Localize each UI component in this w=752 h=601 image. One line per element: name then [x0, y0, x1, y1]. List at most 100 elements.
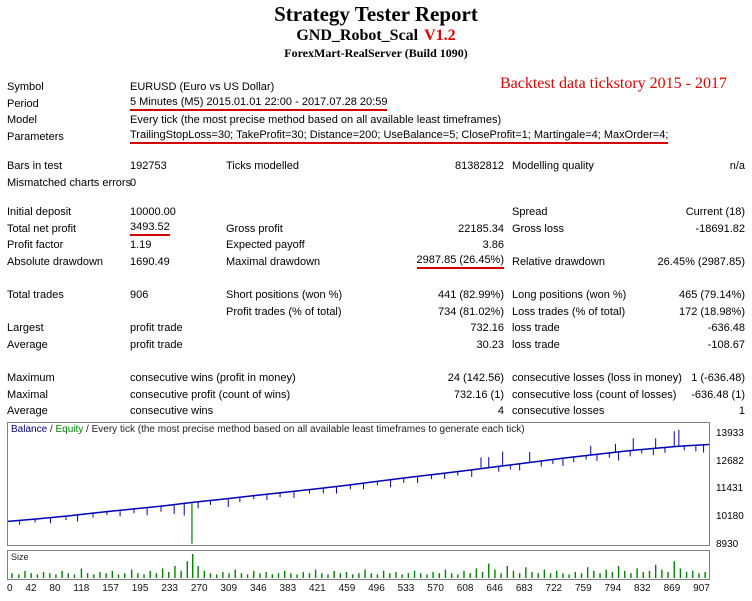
stat-label: profit trade — [130, 338, 183, 351]
net-profit-underlined: 3493.52 — [130, 221, 170, 237]
x-axis-label: 195 — [131, 582, 149, 594]
x-axis-label: 118 — [73, 582, 90, 594]
stat-row-profit-trades: Profit trades (% of total) 734 (81.02%) … — [7, 304, 745, 321]
stat-value: 3.86 — [482, 239, 504, 252]
stat-value: n/a — [729, 160, 745, 173]
stat-value: 172 (18.98%) — [678, 305, 745, 318]
stat-label: Gross profit — [226, 222, 283, 235]
x-axis-label: 80 — [49, 582, 61, 594]
stat-label: consecutive wins — [130, 405, 214, 418]
x-axis-label: 309 — [220, 582, 238, 594]
stat-value: 22185.34 — [458, 222, 504, 235]
stat-row-average-consecutive: Average consecutive wins 4 consecutive l… — [7, 403, 745, 420]
balance-equity-chart — [8, 429, 709, 544]
stat-label: Maximum — [7, 372, 55, 385]
ea-title-line: GND_Robot_Scal V1.2 — [0, 26, 752, 46]
stat-label: consecutive losses (loss in money) — [512, 372, 682, 385]
stat-label: consecutive wins (profit in money) — [130, 372, 296, 385]
stat-row-period: Period 5 Minutes (M5) 2015.01.01 22:00 -… — [7, 96, 745, 113]
x-axis-label: 869 — [663, 582, 681, 594]
x-axis-label: 683 — [515, 582, 533, 594]
stat-label: Period — [7, 97, 39, 110]
stat-value: 1 — [738, 405, 745, 418]
stat-label: consecutive losses — [512, 405, 605, 418]
stat-value: 10000.00 — [130, 206, 176, 219]
ea-name: GND_Robot_Scal — [296, 27, 419, 44]
stat-label: Symbol — [7, 81, 44, 94]
stat-label: Loss trades (% of total) — [512, 305, 626, 318]
size-chart-title: Size — [11, 551, 29, 562]
stat-value: 3493.52 — [130, 221, 226, 237]
legend-model-text: / Every tick (the most precise method ba… — [83, 423, 525, 435]
x-axis-label: 383 — [279, 582, 297, 594]
stat-value: 24 (142.56) — [447, 372, 504, 385]
stat-value: 81382812 — [455, 160, 504, 173]
x-axis-label: 0 — [7, 582, 13, 594]
page-title: Strategy Tester Report — [274, 2, 478, 26]
stat-value: 441 (82.99%) — [437, 289, 504, 302]
x-axis-label: 832 — [634, 582, 651, 594]
stat-label: Parameters — [7, 130, 64, 143]
stat-value: 732.16 (1) — [453, 388, 504, 401]
ea-version: V1.2 — [424, 27, 456, 44]
stat-row-profit-factor: Profit factor 1.19 Expected payoff 3.86 — [7, 237, 745, 254]
stat-label: Profit factor — [7, 239, 64, 252]
stat-label: profit trade — [130, 322, 183, 335]
stat-label: consecutive profit (count of wins) — [130, 388, 291, 401]
maximal-drawdown-underlined: 2987.85 (26.45%) — [416, 254, 504, 270]
stat-value: 732.16 — [470, 322, 504, 335]
stat-value: -108.67 — [707, 338, 745, 351]
x-axis-label: 42 — [25, 582, 37, 594]
stat-label: Gross loss — [512, 222, 564, 235]
stat-row-mismatched: Mismatched charts errors 0 — [7, 175, 745, 192]
stat-label: Profit trades (% of total) — [226, 305, 342, 318]
x-axis-label: 346 — [249, 582, 267, 594]
stat-value: 0 — [130, 176, 137, 189]
stat-row-model: Model Every tick (the most precise metho… — [7, 112, 745, 129]
x-axis-label: 533 — [397, 582, 415, 594]
x-axis-label: 496 — [368, 582, 385, 594]
stat-row-symbol: Symbol EURUSD (Euro vs US Dollar) — [7, 79, 745, 96]
stat-value: 734 (81.02%) — [437, 305, 504, 318]
stat-label: Spread — [512, 206, 548, 219]
stats-table: Symbol EURUSD (Euro vs US Dollar) Period… — [7, 79, 745, 420]
stat-label: Initial deposit — [7, 206, 72, 219]
stat-value: -636.48 (1) — [691, 388, 745, 401]
spacer — [7, 145, 745, 158]
stat-value: -636.48 — [707, 322, 745, 335]
stat-label: Absolute drawdown — [7, 255, 104, 268]
x-axis-label: 570 — [427, 582, 444, 594]
stat-label: Average — [7, 338, 48, 351]
x-axis-label: 759 — [574, 582, 592, 594]
stat-label: loss trade — [512, 322, 560, 335]
y-axis-label: 10180 — [716, 510, 744, 522]
stat-label: Mismatched charts errors — [7, 176, 132, 189]
balance-y-axis: 13933 12682 11431 10180 8930 — [716, 422, 752, 549]
stat-value: 906 — [130, 289, 149, 302]
y-axis-label: 13933 — [716, 428, 744, 440]
spacer — [7, 191, 745, 204]
spacer — [7, 270, 745, 287]
stat-label: Relative drawdown — [512, 255, 605, 268]
stat-value: 465 (79.14%) — [678, 289, 745, 302]
x-axis-label: 646 — [486, 582, 503, 594]
stat-label: Maximal — [7, 388, 48, 401]
balance-chart-box: Balance / Equity / Every tick (the most … — [7, 421, 710, 546]
y-axis-label: 11431 — [716, 483, 744, 495]
stat-value: 1.19 — [130, 239, 152, 252]
y-axis-label: 8930 — [716, 538, 739, 550]
stat-value: EURUSD (Euro vs US Dollar) — [130, 81, 275, 94]
x-axis-label: 794 — [604, 582, 622, 594]
x-axis-label: 270 — [190, 582, 208, 594]
stat-label: Ticks modelled — [226, 160, 299, 173]
spacer — [7, 353, 745, 370]
trade-number-axis: 0 42 80 118 157 195 233 270 309 346 383 421 459 496 53… — [7, 583, 710, 594]
stat-label: Expected payoff — [226, 239, 305, 252]
backtest-annotation: Backtest data tickstory 2015 - 2017 — [499, 75, 727, 92]
stat-value: 30.23 — [476, 338, 504, 351]
legend-separator: / — [47, 423, 56, 435]
stat-row-bars: Bars in test 192753 Ticks modelled 81382… — [7, 158, 745, 175]
legend-balance: Balance — [11, 423, 48, 435]
report-header: Strategy Tester Report GND_Robot_Scal V1.… — [0, 0, 752, 61]
stat-value: 1 (-636.48) — [691, 372, 745, 385]
